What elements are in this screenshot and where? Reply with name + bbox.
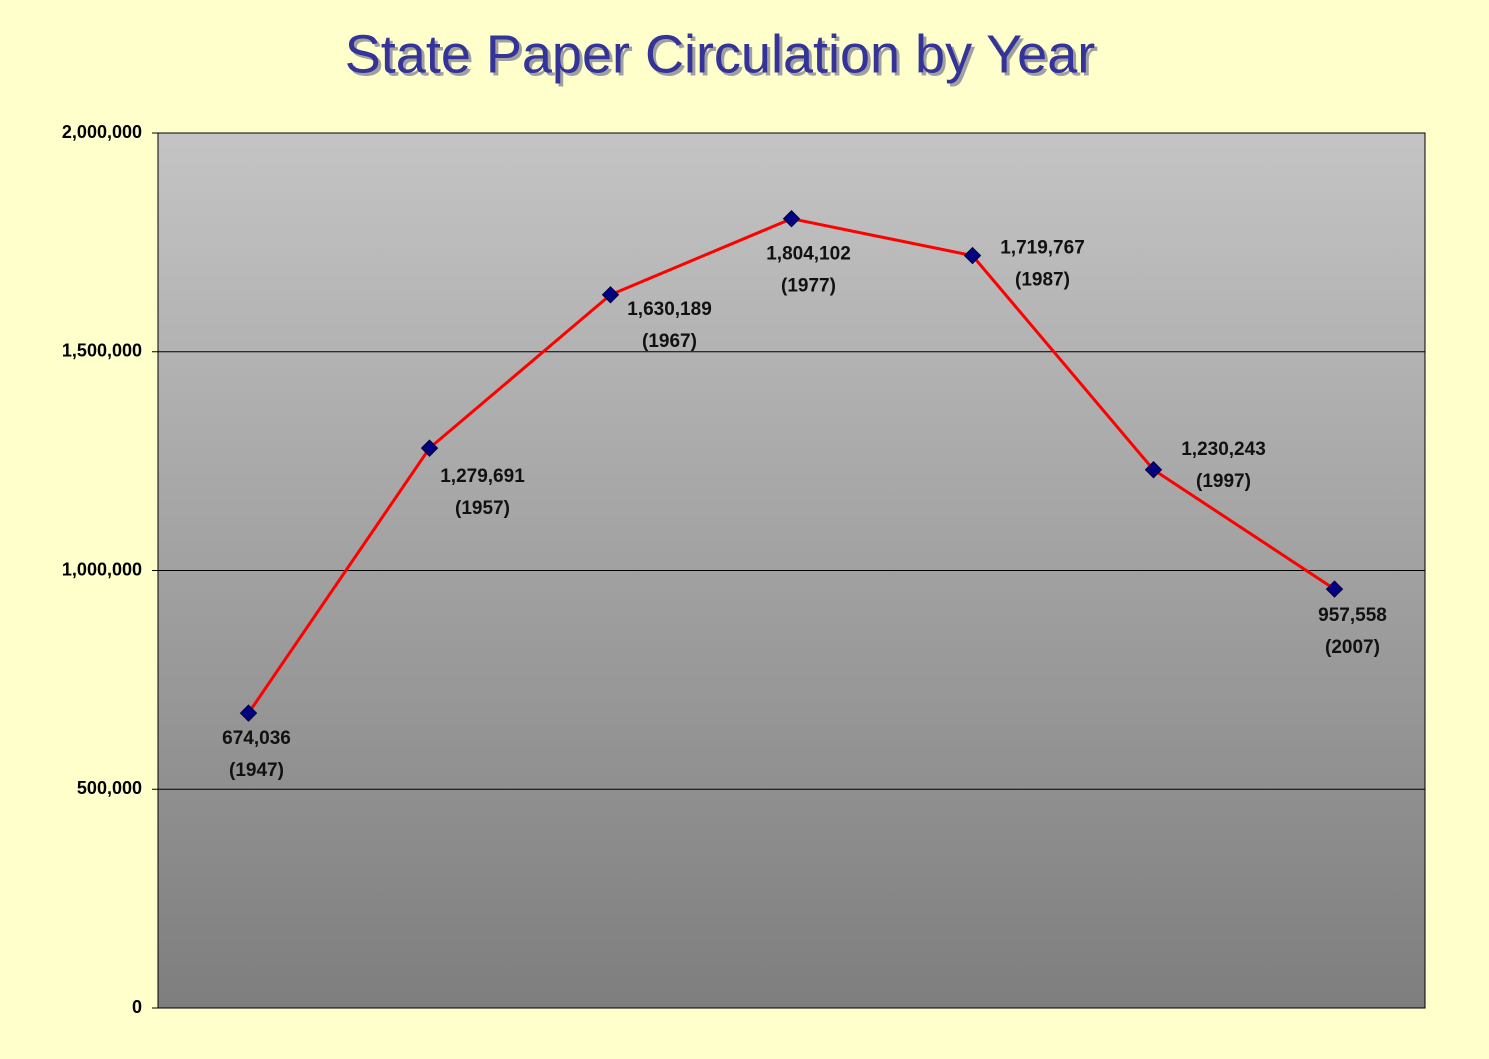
y-tick-label: 1,000,000 — [62, 559, 142, 579]
marker — [1144, 461, 1163, 479]
data-label: 674,036 — [222, 728, 291, 749]
data-label: 1,630,189 — [627, 299, 712, 320]
data-label: 1,279,691 — [440, 466, 525, 487]
y-tick-label: 2,000,000 — [62, 122, 142, 142]
marker — [420, 439, 439, 457]
data-label-category: (1967) — [642, 331, 697, 352]
y-tick-label: 0 — [132, 997, 142, 1017]
marker — [963, 246, 982, 265]
data-label-category: (2007) — [1325, 637, 1380, 658]
data-label-category: (1947) — [229, 760, 284, 781]
data-label-category: (1987) — [1015, 270, 1070, 291]
marker — [239, 704, 258, 722]
marker — [782, 209, 801, 228]
y-tick-label: 500,000 — [77, 778, 142, 798]
data-label: 1,230,243 — [1181, 439, 1266, 460]
marker — [1325, 580, 1344, 598]
data-label-category: (1977) — [781, 276, 836, 297]
y-tick-label: 1,500,000 — [62, 341, 142, 361]
data-label-category: (1997) — [1196, 471, 1251, 492]
data-label: 1,804,102 — [766, 244, 851, 265]
data-label: 1,719,767 — [1000, 238, 1085, 259]
chart-title: State Paper Circulation by Year — [345, 24, 1095, 84]
marker — [601, 286, 620, 304]
data-label-category: (1957) — [455, 498, 510, 519]
data-label: 957,558 — [1318, 605, 1387, 626]
title-shadow: State Paper Circulation by Year — [348, 27, 1098, 87]
